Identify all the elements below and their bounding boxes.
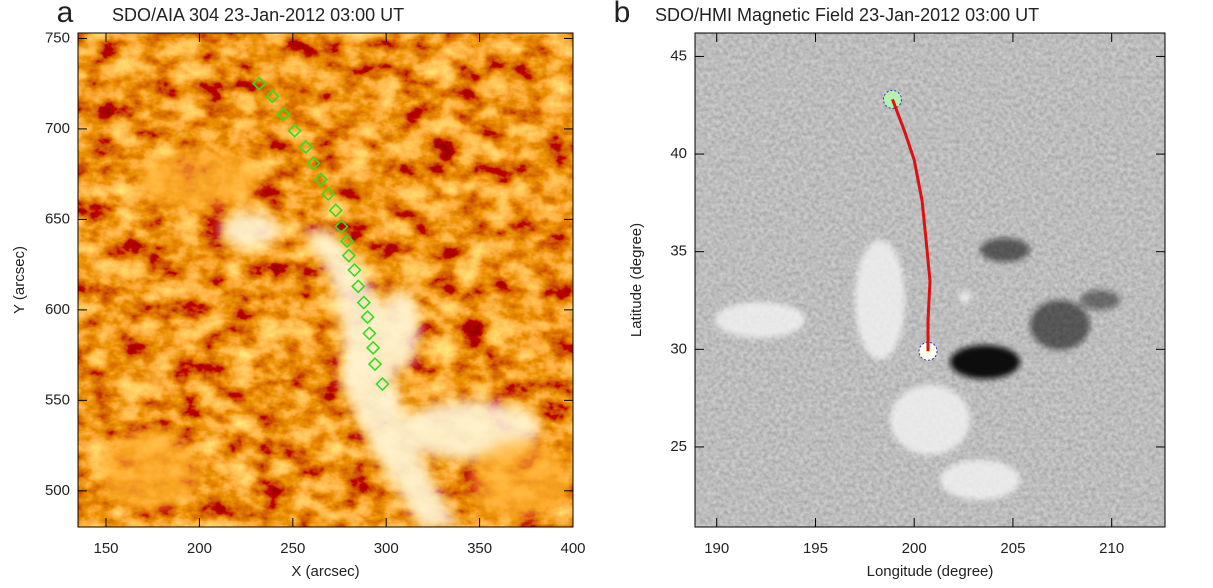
y-axis-label: Latitude (degree) — [628, 223, 645, 337]
y-tick-label: 25 — [670, 438, 687, 455]
x-tick-label: 190 — [704, 540, 729, 557]
x-tick-label: 205 — [1000, 540, 1025, 557]
x-tick-label: 200 — [187, 540, 212, 557]
panel-label: a — [57, 0, 74, 29]
y-tick-label: 750 — [45, 29, 70, 46]
y-tick-label: 45 — [670, 47, 687, 64]
y-tick-label: 550 — [45, 391, 70, 408]
y-tick-label: 35 — [670, 243, 687, 260]
y-tick-label: 650 — [45, 210, 70, 227]
x-tick-label: 400 — [560, 540, 585, 557]
y-tick-label: 500 — [45, 482, 70, 499]
figure: a SDO/AIA 304 23-Jan-2012 03:00 UT X (arcs… — [0, 0, 1213, 588]
x-axis-label: X (arcsec) — [291, 563, 359, 580]
x-tick-label: 200 — [902, 540, 927, 557]
x-tick-label: 350 — [467, 540, 492, 557]
y-tick-label: 700 — [45, 120, 70, 137]
y-tick-label: 40 — [670, 145, 687, 162]
chart-title: SDO/HMI Magnetic Field 23-Jan-2012 03:00… — [655, 5, 1039, 25]
x-tick-label: 150 — [94, 540, 119, 557]
x-tick-label: 300 — [374, 540, 399, 557]
y-tick-label: 30 — [670, 340, 687, 357]
x-tick-label: 250 — [280, 540, 305, 557]
x-tick-label: 195 — [803, 540, 828, 557]
y-axis-label: Y (arcsec) — [11, 246, 28, 314]
panel-label: b — [614, 0, 631, 29]
x-tick-label: 210 — [1099, 540, 1124, 557]
x-axis-label: Longitude (degree) — [867, 563, 994, 580]
aia-image — [78, 33, 573, 527]
y-tick-label: 600 — [45, 301, 70, 318]
chart-title: SDO/AIA 304 23-Jan-2012 03:00 UT — [112, 5, 404, 25]
